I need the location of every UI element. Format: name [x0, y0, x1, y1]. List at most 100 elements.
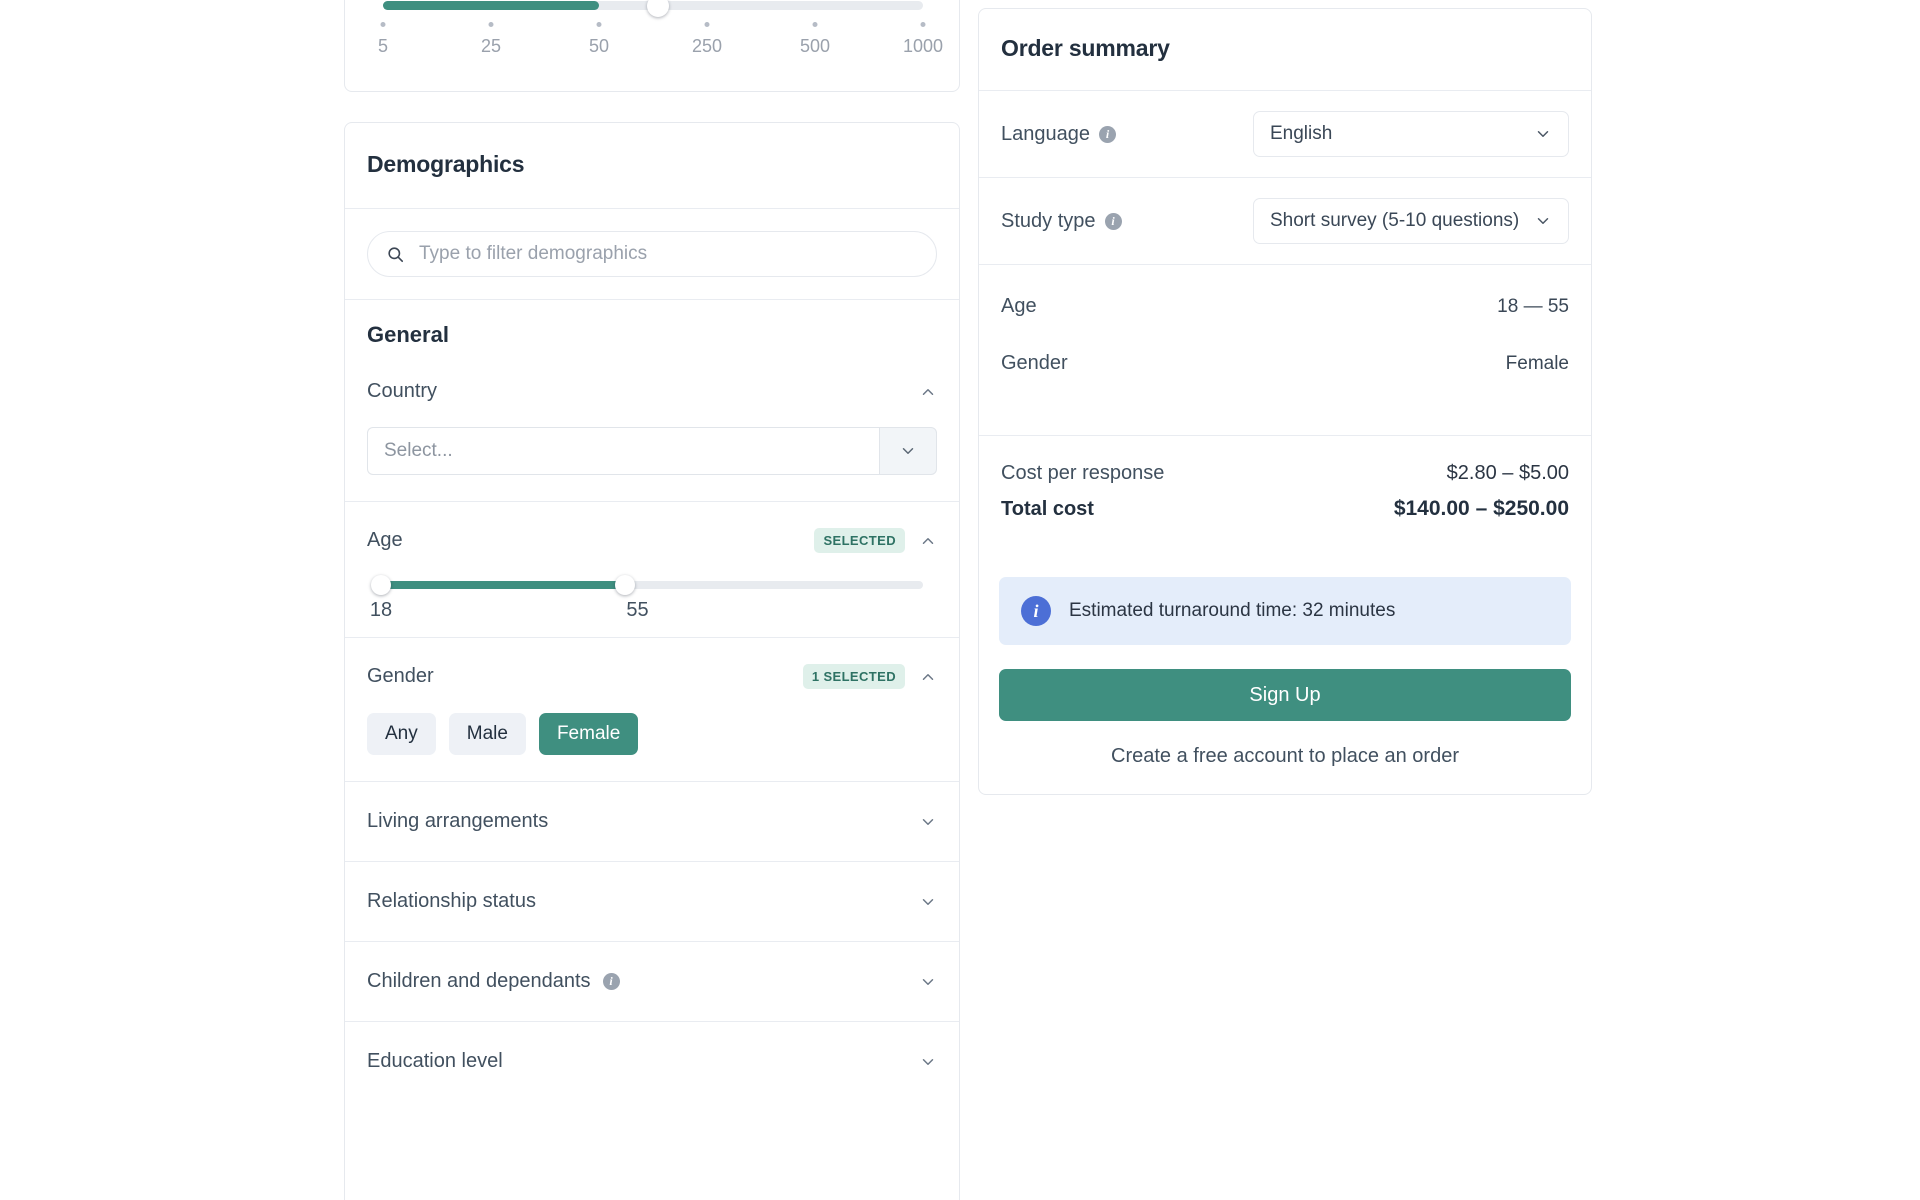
slider-tick-label: 50: [588, 36, 610, 56]
slider-tick-label: 250: [691, 36, 723, 56]
slider-tick-dots: [380, 22, 926, 36]
chevron-up-icon[interactable]: [919, 668, 937, 686]
search-input[interactable]: Type to filter demographics: [419, 243, 648, 264]
gender-option-female[interactable]: Female: [538, 713, 639, 755]
age-range-handle-min[interactable]: [371, 575, 391, 595]
turnaround-notice: i Estimated turnaround time: 32 minutes: [999, 577, 1571, 645]
chevron-down-icon[interactable]: [919, 813, 937, 831]
demographics-search-box[interactable]: Type to filter demographics: [367, 231, 937, 277]
chevron-down-icon[interactable]: [919, 893, 937, 911]
group-country-body: Select...: [345, 427, 959, 501]
slider-fill: [383, 1, 599, 10]
demographics-title: Demographics: [367, 151, 525, 177]
order-summary-card: Order summary Language i English Study t…: [978, 8, 1592, 795]
gender-selected-badge: 1 SELECTED: [802, 664, 905, 689]
gender-option-male[interactable]: Male: [448, 713, 526, 755]
group-gender: Gender 1 SELECTED Any Male Female: [345, 637, 959, 781]
gender-option-any[interactable]: Any: [367, 713, 436, 755]
slider-handle[interactable]: [647, 0, 670, 17]
order-summary-title: Order summary: [1001, 35, 1170, 61]
chevron-up-icon[interactable]: [919, 532, 937, 550]
criteria-label: Gender: [1001, 352, 1068, 374]
criteria-row: Gender Female: [1001, 344, 1569, 401]
divider: [345, 299, 959, 300]
slider-track[interactable]: [383, 0, 923, 17]
info-icon[interactable]: i: [1104, 212, 1122, 230]
group-children-and-dependants[interactable]: Children and dependants i: [345, 941, 959, 1021]
turnaround-notice-text: Estimated turnaround time: 32 minutes: [1069, 600, 1396, 621]
age-range-slider[interactable]: 18 55: [345, 575, 959, 637]
study-type-row: Study type i Short survey (5-10 question…: [979, 177, 1591, 264]
criteria-label: Age: [1001, 295, 1037, 317]
demographics-header: Demographics: [345, 123, 959, 208]
demographics-card: Demographics Type to filter demographics…: [344, 122, 960, 1200]
language-label: Language: [1001, 122, 1090, 145]
slider-tick-label: 25: [480, 36, 502, 56]
criteria-value: 18 — 55: [1497, 295, 1569, 317]
selected-criteria-list: Age 18 — 55 Gender Female: [979, 264, 1591, 435]
total-cost-value: $140.00 – $250.00: [1393, 497, 1569, 520]
group-age: Age SELECTED 18 55: [345, 501, 959, 637]
collapsed-group-list: Living arrangements Relationship status Ch…: [345, 781, 959, 1101]
audience-size-slider[interactable]: 5 25 50 250 500 1000: [378, 0, 943, 60]
chevron-down-icon[interactable]: [879, 427, 937, 475]
slider-tick-dot: [704, 22, 710, 27]
country-select-value[interactable]: Select...: [367, 427, 879, 475]
language-select-value: English: [1270, 123, 1333, 144]
age-selected-badge: SELECTED: [814, 528, 905, 553]
age-range-values: 18 55: [367, 599, 937, 627]
slider-tick-dot: [920, 22, 926, 27]
slider-tick-label: 5: [377, 36, 389, 56]
chevron-down-icon[interactable]: [919, 973, 937, 991]
group-living-arrangements[interactable]: Living arrangements: [345, 781, 959, 861]
total-cost-row: Total cost $140.00 – $250.00: [1001, 497, 1569, 521]
group-label: Education level: [367, 1050, 503, 1072]
chevron-down-icon: [1534, 212, 1552, 230]
cost-block: Cost per response $2.80 – $5.00 Total co…: [979, 435, 1591, 555]
country-select[interactable]: Select...: [367, 427, 937, 475]
group-relationship-status[interactable]: Relationship status: [345, 861, 959, 941]
divider: [345, 208, 959, 209]
general-section-title: General: [367, 322, 449, 347]
group-label: Living arrangements: [367, 810, 549, 832]
demographics-search-zone: Type to filter demographics: [345, 209, 959, 299]
age-range-track[interactable]: [371, 575, 923, 595]
group-label: Relationship status: [367, 890, 536, 912]
age-min-value: 18: [369, 599, 393, 621]
group-country: Country Select...: [345, 354, 959, 501]
slider-tick-dot: [488, 22, 494, 27]
sign-up-subtext: Create a free account to place an order: [1111, 745, 1459, 767]
age-range-handle-max[interactable]: [614, 575, 635, 595]
study-type-select[interactable]: Short survey (5-10 questions): [1253, 198, 1569, 244]
criteria-value: Female: [1505, 352, 1569, 374]
study-type-select-value: Short survey (5-10 questions): [1270, 210, 1520, 231]
order-summary-header: Order summary: [979, 9, 1591, 90]
chevron-down-icon: [1534, 125, 1552, 143]
group-country-header[interactable]: Country: [345, 354, 959, 427]
group-age-header[interactable]: Age SELECTED: [345, 502, 959, 577]
slider-tick-dot: [812, 22, 818, 27]
info-icon[interactable]: i: [602, 973, 620, 990]
group-gender-header[interactable]: Gender 1 SELECTED: [345, 638, 959, 713]
age-max-value: 55: [626, 599, 649, 621]
group-age-label: Age: [367, 529, 403, 551]
group-gender-label: Gender: [367, 665, 434, 687]
chevron-down-icon[interactable]: [919, 1053, 937, 1071]
search-icon: [386, 245, 405, 264]
total-cost-label: Total cost: [1001, 497, 1094, 520]
age-range-fill: [381, 581, 625, 589]
language-select[interactable]: English: [1253, 111, 1569, 157]
group-country-label: Country: [367, 380, 438, 402]
cost-per-response-row: Cost per response $2.80 – $5.00: [1001, 462, 1569, 485]
slider-tick-dot: [380, 22, 386, 27]
slider-tick-dot: [596, 22, 602, 27]
slider-tick-label: 500: [799, 36, 831, 56]
info-icon: i: [1021, 596, 1051, 626]
info-icon[interactable]: i: [1098, 125, 1116, 143]
group-education-level[interactable]: Education level: [345, 1021, 959, 1101]
criteria-row: Age 18 — 55: [1001, 287, 1569, 344]
cost-per-response-label: Cost per response: [1001, 462, 1165, 484]
chevron-up-icon[interactable]: [919, 383, 937, 401]
sign-up-button[interactable]: Sign Up: [999, 669, 1571, 721]
